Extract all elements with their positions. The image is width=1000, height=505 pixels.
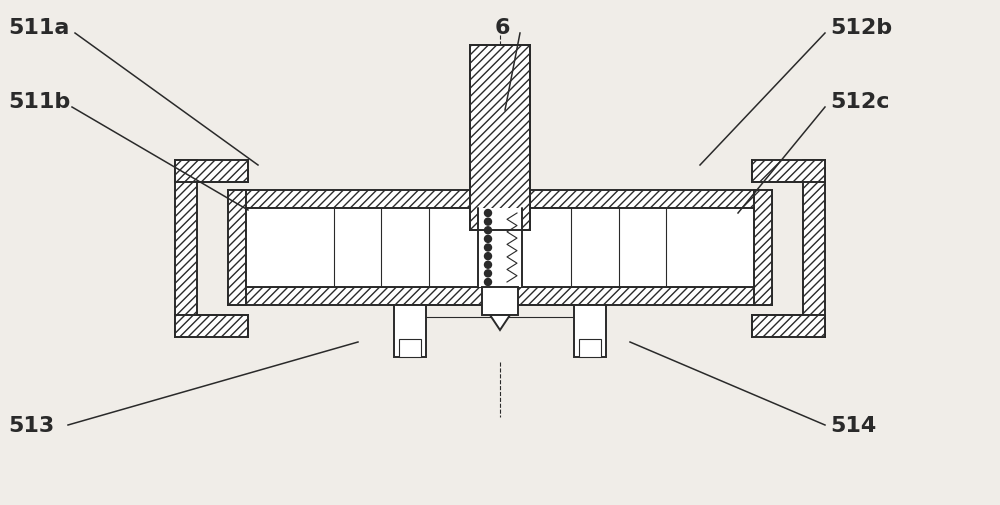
Polygon shape: [175, 316, 248, 337]
Bar: [482, 287, 518, 316]
Polygon shape: [175, 161, 248, 183]
Polygon shape: [175, 161, 197, 337]
Text: 511b: 511b: [8, 92, 70, 112]
Circle shape: [484, 253, 492, 260]
Bar: [579, 339, 601, 358]
Polygon shape: [754, 190, 772, 306]
Text: 6: 6: [495, 18, 511, 38]
Bar: [470, 46, 530, 231]
Circle shape: [484, 279, 492, 286]
Polygon shape: [752, 161, 825, 183]
Bar: [399, 339, 421, 358]
Polygon shape: [228, 190, 246, 306]
Polygon shape: [228, 287, 772, 306]
Bar: [574, 306, 606, 358]
Polygon shape: [752, 316, 825, 337]
Text: 512b: 512b: [830, 18, 892, 38]
Text: 513: 513: [8, 415, 54, 435]
Circle shape: [484, 236, 492, 243]
Text: 512c: 512c: [830, 92, 890, 112]
Circle shape: [484, 270, 492, 277]
Circle shape: [484, 219, 492, 226]
Circle shape: [484, 227, 492, 234]
Circle shape: [484, 262, 492, 269]
Bar: [394, 306, 426, 358]
Text: 514: 514: [830, 415, 876, 435]
Text: 511a: 511a: [8, 18, 69, 38]
Polygon shape: [228, 190, 772, 209]
Bar: [246, 209, 754, 287]
Circle shape: [484, 210, 492, 217]
Polygon shape: [490, 316, 510, 330]
Circle shape: [484, 244, 492, 251]
Polygon shape: [470, 46, 530, 231]
Bar: [478, 209, 522, 287]
Polygon shape: [803, 161, 825, 337]
